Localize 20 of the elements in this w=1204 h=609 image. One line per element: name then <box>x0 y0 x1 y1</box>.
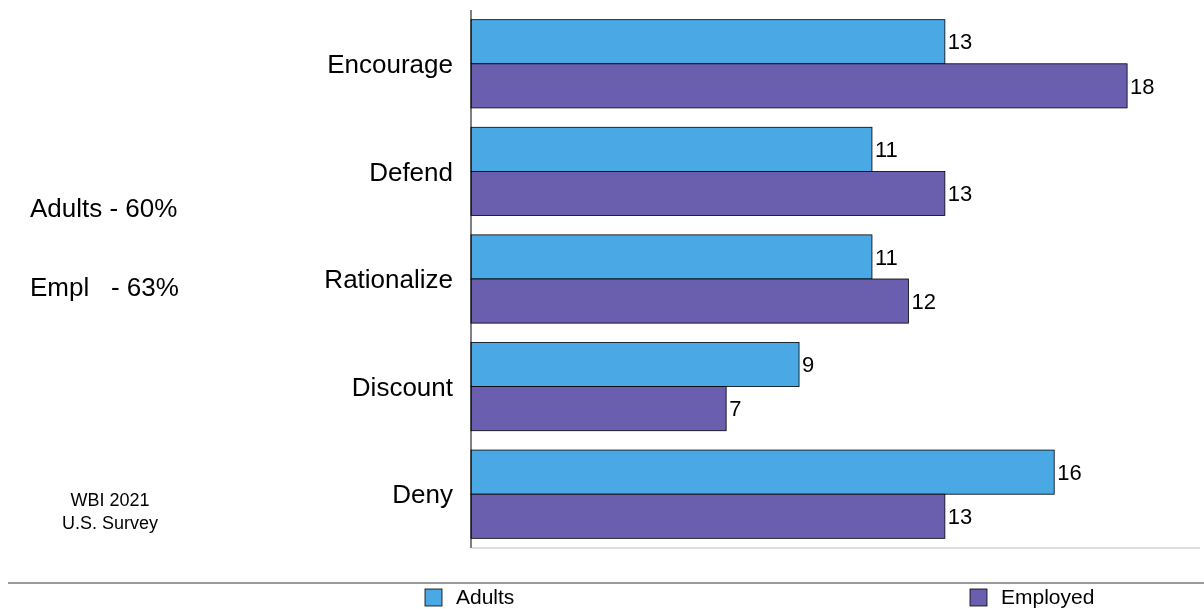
y-tick-label: Rationalize <box>324 264 453 295</box>
y-tick-label: Defend <box>369 156 453 187</box>
data-label: 13 <box>947 503 973 529</box>
data-label: 12 <box>911 288 936 314</box>
data-label: 7 <box>729 396 742 422</box>
data-label: 16 <box>1057 459 1082 485</box>
y-tick-label: Deny <box>392 479 453 510</box>
y-tick-label: Encourage <box>327 48 453 79</box>
legend-label: Employed <box>1001 585 1095 608</box>
y-tick-label: Discount <box>351 371 454 402</box>
data-label: 11 <box>874 137 898 163</box>
text: Empl - 63% <box>30 272 179 303</box>
text: WBI 2021 U.S. Survey <box>61 490 159 533</box>
data-label: 13 <box>947 29 973 55</box>
data-label: 13 <box>947 181 973 207</box>
legend-label: Adults <box>456 585 515 608</box>
data-label: 9 <box>802 352 815 378</box>
data-label: 11 <box>874 244 898 270</box>
data-label: 18 <box>1130 73 1155 99</box>
text: Adults - 60% <box>30 193 178 224</box>
